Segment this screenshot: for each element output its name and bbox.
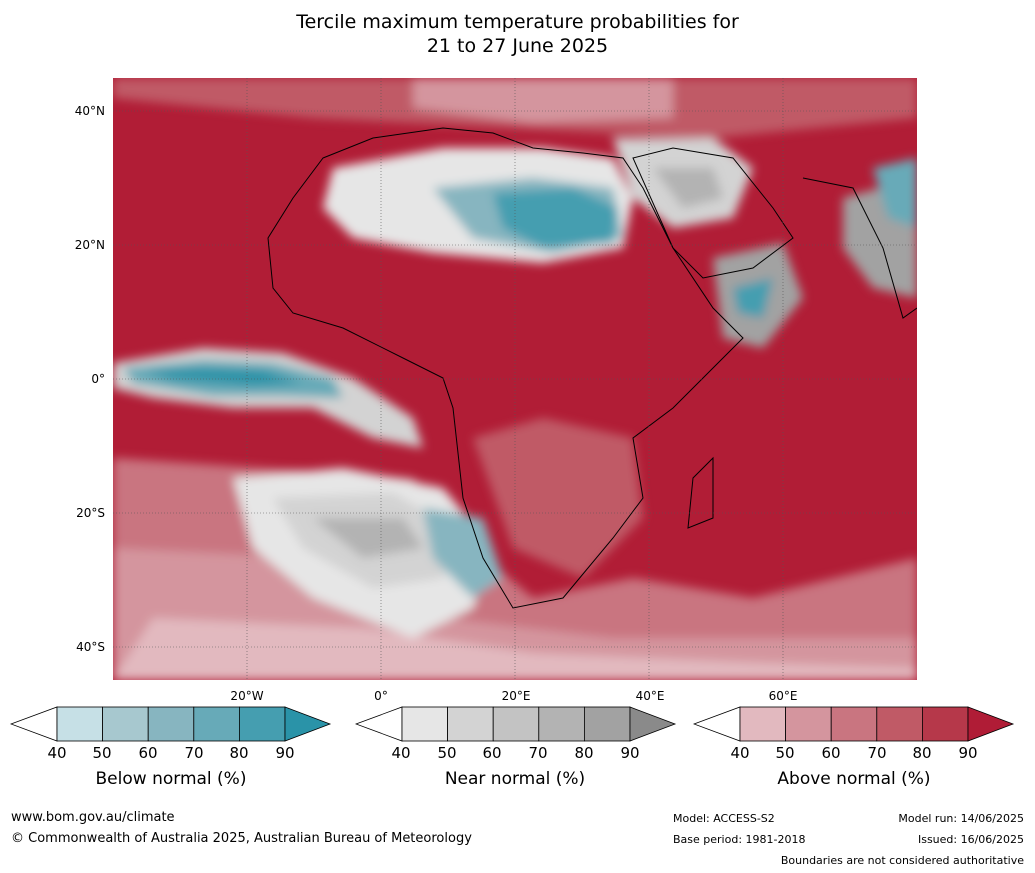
footer-base-period: Base period: 1981-2018	[673, 833, 806, 846]
lat-label-20n: 20°N	[74, 238, 105, 252]
lon-label-60e: 60°E	[768, 689, 798, 703]
colorbar-segment	[830, 706, 878, 742]
colorbar-low-extend	[355, 706, 403, 742]
colorbar-segment	[876, 706, 923, 742]
colorbar-segment	[921, 706, 969, 742]
lat-label-40n: 40°N	[74, 104, 105, 118]
graticule	[113, 78, 917, 680]
tick: 80	[574, 744, 594, 762]
map-title: Tercile maximum temperature probabilitie…	[0, 10, 1035, 58]
colorbar-near-title: Near normal (%)	[444, 769, 586, 789]
colorbar-segment	[147, 706, 195, 742]
coastline	[267, 127, 917, 609]
tick: 40	[47, 744, 67, 762]
colorbar-high-extend	[967, 706, 1015, 742]
footer-disclaimer: Boundaries are not considered authoritat…	[780, 854, 1024, 867]
tick: 80	[912, 744, 932, 762]
tick: 90	[958, 744, 978, 762]
tick: 50	[92, 744, 112, 762]
colorbar-near	[355, 706, 677, 742]
tick: 50	[775, 744, 795, 762]
colorbar-segment	[238, 706, 286, 742]
tick: 60	[138, 744, 158, 762]
colorbar-segment	[193, 706, 240, 742]
lon-label-0: 0°	[374, 689, 388, 703]
tick: 40	[730, 744, 750, 762]
tick: 60	[821, 744, 841, 762]
tick: 90	[620, 744, 640, 762]
colorbar-low-extend	[693, 706, 741, 742]
lon-label-40e: 40°E	[635, 689, 665, 703]
footer-url[interactable]: www.bom.gov.au/climate	[11, 810, 175, 825]
title-line-1: Tercile maximum temperature probabilitie…	[296, 11, 739, 33]
colorbar-low-extend	[10, 706, 58, 742]
tick: 80	[229, 744, 249, 762]
colorbar-segment	[102, 706, 149, 742]
footer-model-run: Model run: 14/06/2025	[898, 812, 1024, 825]
probability-map	[113, 78, 917, 680]
colorbar-segment	[401, 706, 448, 742]
colorbar-below	[10, 706, 332, 742]
lat-label-20s: 20°S	[76, 506, 105, 520]
colorbar-segment	[447, 706, 494, 742]
tick: 70	[184, 744, 204, 762]
lon-label-20w: 20°W	[230, 689, 264, 703]
tick: 60	[482, 744, 502, 762]
lat-label-40s: 40°S	[76, 640, 105, 654]
colorbar-segment	[492, 706, 540, 742]
colorbar-segment	[739, 706, 786, 742]
tick: 50	[437, 744, 457, 762]
colorbar-high-extend	[629, 706, 677, 742]
tick: 40	[391, 744, 411, 762]
footer-model: Model: ACCESS-S2	[673, 812, 775, 825]
map-canvas	[113, 78, 917, 680]
footer-copyright: © Commonwealth of Australia 2025, Austra…	[11, 831, 472, 846]
colorbar-above-title: Above normal (%)	[777, 769, 931, 789]
colorbar-segment	[583, 706, 631, 742]
colorbar-below-title: Below normal (%)	[95, 769, 247, 789]
lat-label-0: 0°	[91, 372, 105, 386]
colorbar-segment	[538, 706, 585, 742]
title-line-2: 21 to 27 June 2025	[426, 35, 609, 57]
colorbar-high-extend	[284, 706, 332, 742]
lon-label-20e: 20°E	[501, 689, 531, 703]
tick: 70	[867, 744, 887, 762]
tick: 90	[275, 744, 295, 762]
footer-issued: Issued: 16/06/2025	[917, 833, 1024, 846]
tick: 70	[528, 744, 548, 762]
colorbar-segment	[56, 706, 103, 742]
colorbar-segment	[785, 706, 832, 742]
colorbar-above	[693, 706, 1015, 742]
